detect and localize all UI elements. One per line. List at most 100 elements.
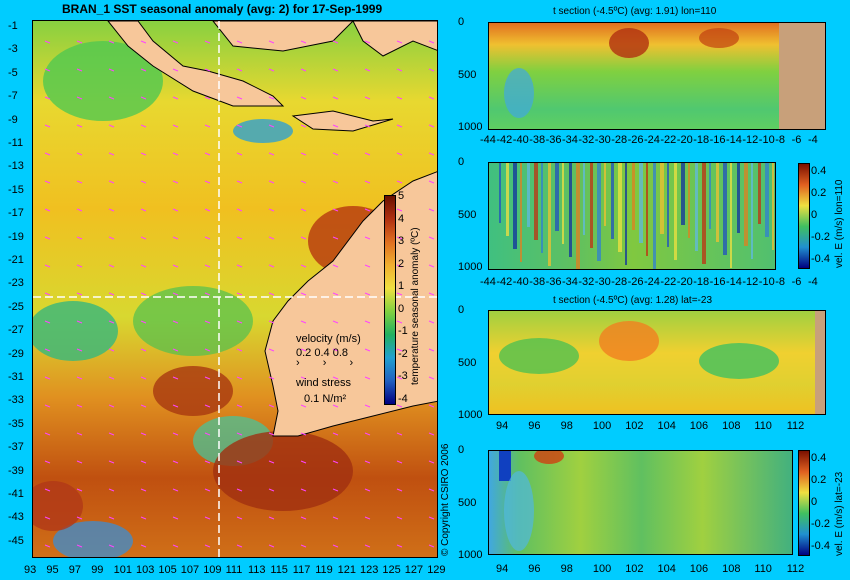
velocity-stripe [765, 163, 769, 237]
velocity-arrow [268, 292, 275, 296]
anomaly-patch [53, 521, 133, 557]
lon-tick-label: 107 [180, 564, 200, 576]
velocity-stripe [506, 163, 509, 236]
lat-section-tick-label: -30 [594, 276, 611, 288]
velocity-arrow [204, 264, 211, 268]
velocity-arrow [204, 376, 211, 380]
velocity-arrow [140, 348, 147, 352]
velocity-arrow [204, 208, 211, 212]
velocity-arrow [428, 68, 435, 72]
sst-colorbar-tick: 0 [398, 302, 405, 315]
velocity-arrow [204, 460, 211, 464]
lat-tick-label: -33 [8, 394, 24, 407]
velocity-arrow [108, 544, 115, 548]
depth-tick-label: 0 [458, 444, 465, 456]
velocity-arrow [428, 516, 435, 520]
velocity-arrow [300, 264, 307, 268]
lon-section-tick-label: 112 [786, 563, 805, 575]
lon-tick-label: 117 [292, 564, 311, 576]
velocity-arrow [172, 40, 179, 44]
lat-section-tick-label: -32 [578, 134, 595, 146]
lon-section-tick-label: 102 [625, 420, 644, 432]
lat-section-tick-label: -6 [791, 134, 802, 146]
velocity-arrow [172, 488, 179, 492]
velocity-arrow [204, 68, 211, 72]
velocity-arrow [396, 208, 403, 212]
lat-tick-label: -21 [8, 254, 24, 266]
vel-section-lon110[interactable] [488, 162, 776, 270]
vel-colorbar-tick: -0.2 [811, 518, 830, 530]
velocity-arrow [236, 320, 243, 324]
velocity-arrow [44, 96, 51, 100]
velocity-arrow [332, 264, 339, 268]
depth-tick-label: 1000 [458, 549, 483, 561]
velocity-arrow [396, 68, 403, 72]
velocity-stripe [639, 163, 643, 243]
lat-section-tick-label: -34 [562, 276, 578, 288]
velocity-arrow [172, 152, 179, 156]
lon-section-tick-label: 106 [689, 563, 709, 575]
velocity-arrow [76, 208, 83, 212]
velocity-arrow [236, 460, 243, 464]
velocity-stripe [695, 163, 698, 251]
temp-section-lon110[interactable] [488, 22, 826, 130]
velocity-arrow [140, 544, 147, 548]
anomaly-patch [213, 431, 353, 511]
velocity-arrow [300, 460, 307, 464]
velocity-arrow [364, 488, 371, 492]
lat-section-tick-label: -4 [808, 276, 818, 288]
velocity-stripe [590, 163, 593, 248]
velocity-arrow [428, 124, 435, 128]
vel-section-lat23[interactable] [488, 450, 793, 555]
velocity-arrow [268, 376, 275, 380]
lat-section-tick-label: -30 [594, 134, 611, 146]
anomaly-patch [33, 481, 83, 531]
lat-section-tick-label: -42 [496, 276, 513, 288]
vel-colorbar-1 [798, 163, 810, 269]
lon-tick-label: 101 [113, 564, 132, 576]
vel-colorbar-2-label: vel. E (m/s) lat=-23 [834, 471, 845, 556]
velocity-stripe [611, 163, 614, 239]
velocity-arrow [268, 432, 275, 436]
velocity-arrow [76, 460, 83, 464]
velocity-arrow [332, 544, 339, 548]
sst-colorbar-tick: 5 [398, 190, 405, 202]
velocity-arrow [172, 180, 179, 184]
depth-tick-label: 0 [458, 156, 465, 168]
velocity-arrow [44, 320, 51, 324]
velocity-stripe [667, 163, 669, 247]
lat-tick-label: -27 [8, 324, 24, 337]
velocity-arrow [108, 236, 115, 240]
velocity-stripe [758, 163, 761, 224]
velocity-arrow [428, 96, 435, 100]
velocity-arrow [108, 124, 115, 128]
section-feature [699, 28, 739, 48]
vel-colorbar-2 [798, 450, 810, 556]
velocity-arrow [76, 124, 83, 128]
section-field [489, 451, 792, 554]
sst-anomaly-map[interactable] [32, 20, 438, 558]
velocity-stripe [688, 163, 690, 238]
velocity-arrow [140, 68, 147, 72]
velocity-arrow [428, 264, 435, 268]
velocity-arrow [396, 180, 403, 184]
lat-tick-label: -11 [8, 137, 24, 149]
velocity-arrow [108, 264, 115, 268]
lat-tick-label: -43 [8, 511, 24, 524]
depth-tick-label: 500 [458, 496, 477, 509]
velocity-stripe [730, 163, 732, 268]
lat-tick-label: -35 [8, 417, 24, 430]
velocity-arrow [236, 68, 243, 72]
temp-section-lat23[interactable] [488, 310, 826, 415]
velocity-arrow [76, 152, 83, 156]
velocity-arrow [44, 124, 51, 128]
velocity-arrow [268, 68, 275, 72]
lat-section-tick-label: -8 [775, 134, 785, 146]
velocity-arrow [268, 488, 275, 492]
anomaly-patch [43, 41, 163, 121]
velocity-arrow [44, 544, 51, 548]
velocity-arrow [44, 404, 51, 408]
velocity-arrow [108, 208, 115, 212]
velocity-arrow [44, 292, 51, 296]
lon-tick-label: 103 [136, 564, 155, 576]
